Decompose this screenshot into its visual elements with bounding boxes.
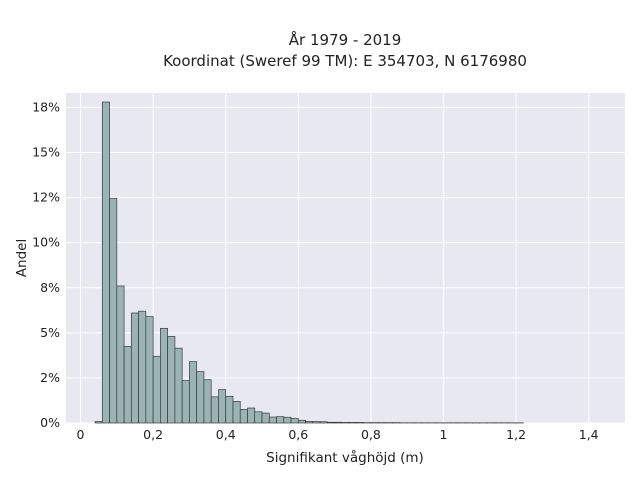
histogram-bars (94, 101, 524, 424)
histogram-bar (218, 389, 227, 424)
y-tick-label: 5% (40, 325, 60, 340)
histogram-bar (305, 421, 314, 424)
histogram-bar (94, 421, 103, 424)
x-axis-ticks: 0 0,2 0,4 0,6 0,8 1 1,2 1,4 (77, 427, 599, 442)
chart-title: År 1979 - 2019 (289, 30, 402, 49)
histogram-bar (348, 422, 357, 424)
y-tick-label: 8% (40, 280, 60, 295)
histogram-bar (261, 412, 270, 424)
histogram-bar (145, 316, 154, 424)
histogram-bar (239, 409, 248, 424)
histogram-bar (334, 421, 343, 424)
histogram-bar (196, 371, 205, 424)
y-tick-label: 0% (40, 415, 60, 430)
histogram-bar (225, 395, 234, 424)
histogram-bar (283, 416, 292, 424)
histogram-bar (327, 421, 335, 424)
histogram-bar (167, 336, 176, 424)
x-tick-label: 1,4 (579, 427, 599, 442)
histogram-bar (232, 401, 241, 424)
x-tick-label: 0,4 (216, 427, 236, 442)
x-tick-label: 0,8 (361, 427, 381, 442)
histogram-bar (210, 396, 219, 424)
histogram-bar (319, 421, 328, 424)
histogram-bar (101, 101, 110, 424)
y-tick-label: 12% (32, 190, 60, 205)
histogram-bar (341, 422, 350, 424)
histogram-bar (203, 379, 212, 424)
histogram-bar (123, 346, 132, 424)
y-tick-label: 10% (32, 235, 60, 250)
histogram-bar (181, 380, 190, 424)
x-tick-label: 0,6 (288, 427, 308, 442)
histogram-bar (189, 361, 198, 424)
histogram-bar (276, 416, 285, 424)
histogram-bar (356, 422, 364, 424)
y-axis-ticks: 0% 2% 5% 8% 10% 12% 15% 18% (32, 99, 60, 430)
x-tick-label: 1,2 (506, 427, 526, 442)
x-axis-label: Signifikant våghöjd (m) (266, 449, 424, 466)
histogram-bar (152, 355, 161, 424)
histogram-bar (290, 418, 299, 424)
histogram-bar (254, 411, 263, 424)
histogram-bar (174, 347, 183, 424)
y-tick-label: 2% (40, 370, 60, 385)
histogram-bar (247, 407, 256, 424)
histogram-bar (116, 285, 125, 424)
x-tick-label: 1 (440, 427, 448, 442)
histogram-bar (160, 327, 168, 424)
y-tick-label: 18% (32, 99, 60, 114)
x-tick-label: 0,2 (143, 427, 163, 442)
y-axis-label: Andel (14, 239, 30, 277)
histogram-bar (138, 310, 147, 424)
histogram-bar (297, 419, 306, 424)
histogram-bar (130, 312, 139, 424)
chart-subtitle: Koordinat (Sweref 99 TM): E 354703, N 61… (163, 52, 527, 70)
histogram-bar (109, 198, 118, 424)
histogram-bar (312, 421, 321, 424)
histogram-bar (268, 416, 277, 424)
y-tick-label: 15% (32, 145, 60, 160)
x-tick-label: 0 (77, 427, 85, 442)
